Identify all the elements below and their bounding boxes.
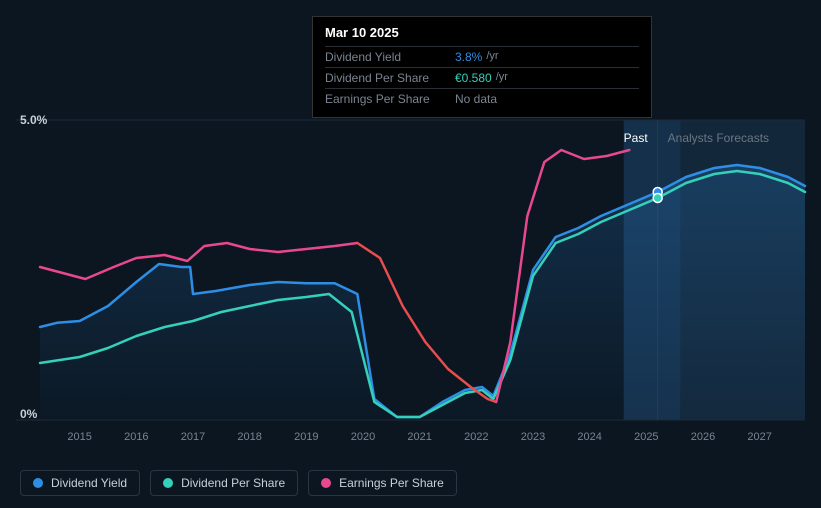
- tooltip-row: Dividend Per Share€0.580/yr: [325, 67, 639, 88]
- legend-dividend-yield[interactable]: Dividend Yield: [20, 470, 140, 496]
- svg-text:Past: Past: [624, 131, 649, 145]
- legend-dividend-per-share[interactable]: Dividend Per Share: [150, 470, 298, 496]
- legend-swatch-icon: [321, 478, 331, 488]
- legend-label: Dividend Per Share: [181, 476, 285, 490]
- tooltip-row-value: No data: [455, 92, 497, 106]
- svg-text:5.0%: 5.0%: [20, 113, 48, 127]
- svg-text:2017: 2017: [181, 431, 205, 443]
- legend-label: Dividend Yield: [51, 476, 127, 490]
- legend-earnings-per-share[interactable]: Earnings Per Share: [308, 470, 457, 496]
- chart-legend: Dividend Yield Dividend Per Share Earnin…: [20, 470, 457, 496]
- svg-text:2016: 2016: [124, 431, 148, 443]
- dividend-chart[interactable]: 0% 5.0% Past Analysts Forecasts 2015 2016 2017…: [0, 100, 821, 460]
- legend-swatch-icon: [33, 478, 43, 488]
- svg-text:2015: 2015: [67, 431, 91, 443]
- tooltip-row-label: Dividend Per Share: [325, 71, 455, 85]
- svg-text:2019: 2019: [294, 431, 318, 443]
- svg-text:2018: 2018: [237, 431, 261, 443]
- svg-text:2020: 2020: [351, 431, 375, 443]
- chart-tooltip: Mar 10 2025 Dividend Yield3.8%/yrDividen…: [312, 16, 652, 118]
- tooltip-row-suffix: /yr: [486, 50, 498, 64]
- svg-text:0%: 0%: [20, 407, 38, 421]
- tooltip-row-value: €0.580: [455, 71, 492, 85]
- svg-text:2027: 2027: [747, 431, 771, 443]
- legend-label: Earnings Per Share: [339, 476, 444, 490]
- svg-text:2025: 2025: [634, 431, 658, 443]
- svg-text:2024: 2024: [577, 431, 601, 443]
- svg-text:2022: 2022: [464, 431, 488, 443]
- svg-text:2026: 2026: [691, 431, 715, 443]
- tooltip-row: Dividend Yield3.8% /yr: [325, 46, 639, 67]
- svg-text:Analysts Forecasts: Analysts Forecasts: [668, 131, 769, 145]
- tooltip-row-suffix: /yr: [496, 71, 508, 85]
- tooltip-row-value: 3.8%: [455, 50, 482, 64]
- tooltip-row: Earnings Per ShareNo data: [325, 88, 639, 109]
- legend-swatch-icon: [163, 478, 173, 488]
- tooltip-date: Mar 10 2025: [325, 25, 639, 46]
- svg-text:2021: 2021: [407, 431, 431, 443]
- tooltip-row-label: Earnings Per Share: [325, 92, 455, 106]
- svg-text:2023: 2023: [521, 431, 545, 443]
- tooltip-row-label: Dividend Yield: [325, 50, 455, 64]
